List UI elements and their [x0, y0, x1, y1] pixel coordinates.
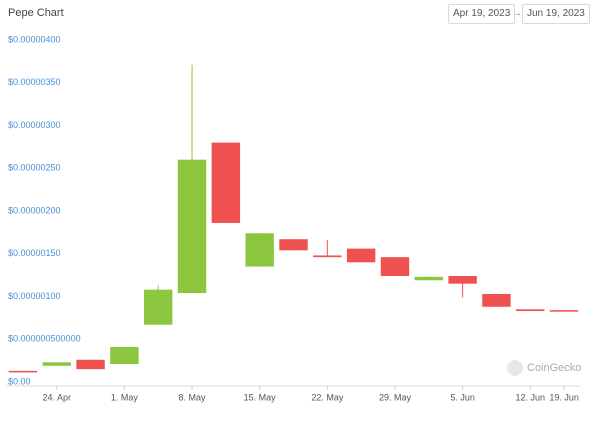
y-tick-label: $0.00000350	[8, 77, 61, 87]
candle-body	[76, 359, 105, 370]
date-separator: →	[512, 8, 522, 19]
candle-body	[42, 362, 71, 366]
candle-body	[177, 159, 207, 294]
x-tick-label: 1. May	[111, 392, 139, 402]
watermark: CoinGecko	[527, 362, 581, 374]
x-tick-label: 29. May	[379, 392, 412, 402]
candle-body	[110, 346, 139, 365]
candle-body	[549, 310, 579, 312]
candle-body	[448, 275, 477, 284]
y-tick-label: $0.00000150	[8, 248, 61, 258]
chart-title: Pepe Chart	[8, 7, 64, 19]
x-tick-label: 15. May	[244, 392, 277, 402]
y-tick-label: $0.00000400	[8, 34, 61, 44]
x-tick-label: 24. Apr	[42, 392, 71, 402]
y-tick-label: $0.00000100	[8, 291, 61, 301]
candle-body	[346, 248, 376, 263]
candle-body	[211, 142, 241, 223]
candle-body	[144, 289, 173, 325]
candle-body	[8, 370, 38, 373]
candle-body	[380, 257, 410, 276]
candle-body	[482, 293, 511, 307]
date-to[interactable]: Jun 19, 2023	[522, 4, 590, 24]
x-tick-label: 12. Jun	[515, 392, 545, 402]
y-tick-label: $0.000000500000	[8, 334, 81, 344]
y-tick-label: $0.00000200	[8, 205, 61, 215]
candle-body	[279, 239, 308, 251]
x-tick-label: 8. May	[179, 392, 207, 402]
y-tick-label: $0.00000300	[8, 120, 61, 130]
y-tick-label: $0.00	[8, 376, 31, 386]
y-tick-label: $0.00000250	[8, 163, 61, 173]
candle-body	[313, 255, 342, 258]
watermark-logo	[507, 360, 523, 376]
x-tick-label: 5. Jun	[450, 392, 475, 402]
candle-body	[414, 276, 443, 281]
candle-body	[516, 309, 545, 312]
x-tick-label: 19. Jun	[549, 392, 579, 402]
date-from[interactable]: Apr 19, 2023	[448, 4, 516, 24]
candle-body	[245, 233, 274, 267]
x-tick-label: 22. May	[311, 392, 344, 402]
